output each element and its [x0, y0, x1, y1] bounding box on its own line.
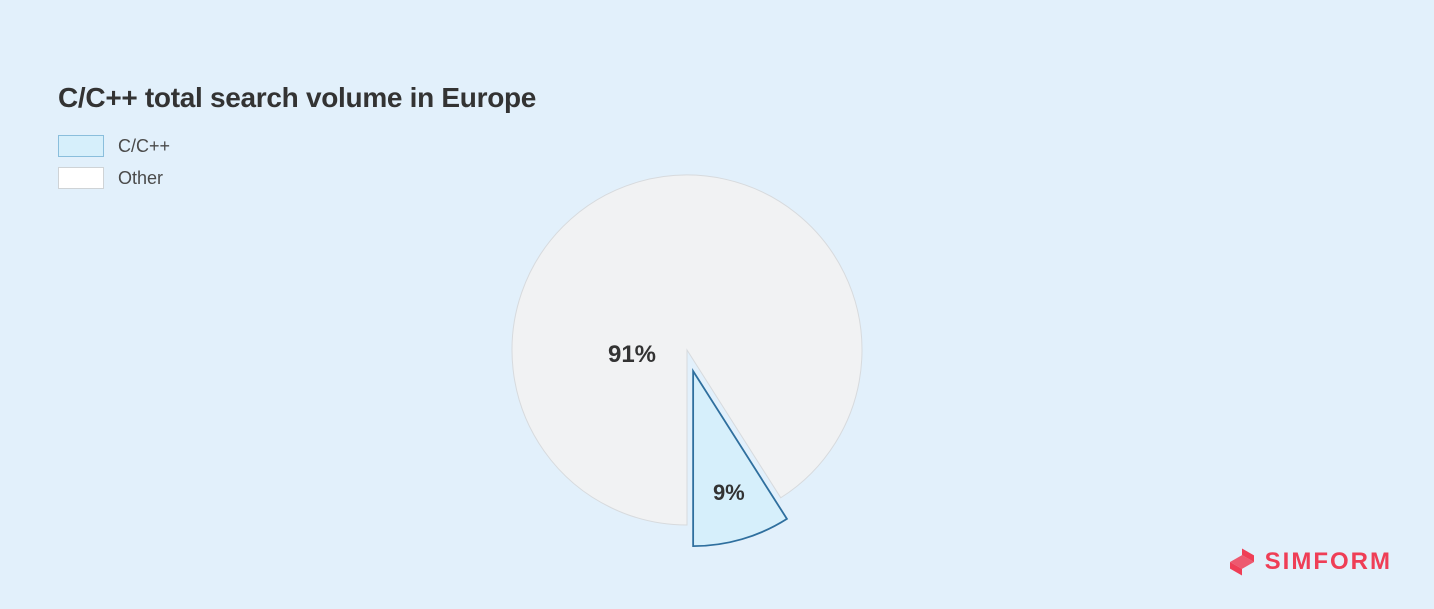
brand-logo: SIMFORM	[1227, 547, 1392, 577]
pie-label-other: 91%	[608, 341, 656, 368]
brand-icon	[1227, 547, 1257, 577]
chart-title: C/C++ total search volume in Europe	[58, 82, 536, 114]
chart-canvas: C/C++ total search volume in Europe C/C+…	[0, 0, 1434, 609]
pie-chart: 91% 9%	[477, 150, 957, 570]
pie-slice-other	[512, 175, 862, 525]
pie-label-c-c-: 9%	[713, 480, 745, 505]
pie-chart-container: 91% 9%	[0, 150, 1434, 570]
brand-text: SIMFORM	[1265, 548, 1392, 576]
